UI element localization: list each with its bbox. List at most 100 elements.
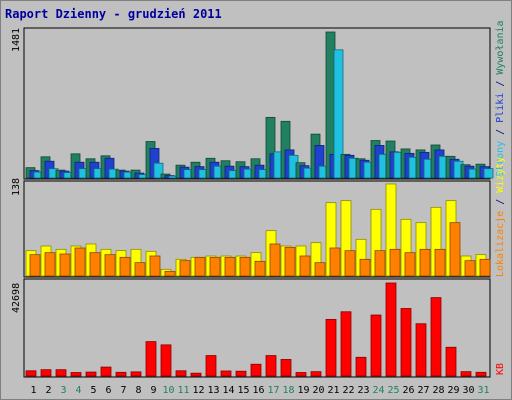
- bar-lokalizacje-day-2: [44, 252, 56, 277]
- x-tick-label-day-1: 1: [30, 385, 36, 396]
- x-tick-label-day-20: 20: [312, 385, 324, 396]
- x-tick-label-day-14: 14: [222, 385, 234, 396]
- x-tick-label-day-22: 22: [342, 385, 354, 396]
- bar-kb-day-9: [145, 341, 157, 377]
- bar-kb-day-8: [130, 371, 142, 377]
- bar-lokalizacje-day-6: [104, 254, 116, 277]
- bar-kb-day-16: [250, 363, 262, 377]
- bar-kb-day-15: [235, 370, 247, 377]
- x-tick-label-day-9: 9: [150, 385, 156, 396]
- x-tick-label-day-28: 28: [432, 385, 444, 396]
- bar-kb-day-10: [160, 344, 172, 377]
- bar-strony-day-31: [483, 168, 494, 179]
- y-max-label-middle: 138: [11, 178, 22, 196]
- bar-lokalizacje-day-25: [389, 248, 401, 277]
- bar-strony-day-21: [333, 49, 344, 179]
- x-tick-label-day-16: 16: [252, 385, 264, 396]
- x-tick-label-day-17: 17: [267, 385, 279, 396]
- x-tick-label-day-18: 18: [282, 385, 294, 396]
- bar-lokalizacje-day-22: [344, 250, 356, 277]
- x-tick-label-day-19: 19: [297, 385, 309, 396]
- bar-kb-day-30: [460, 371, 472, 377]
- bar-kb-day-26: [400, 308, 412, 377]
- bar-kb-day-5: [85, 371, 97, 377]
- bar-strony-day-9: [153, 162, 164, 179]
- bar-lokalizacje-day-7: [119, 256, 131, 277]
- y-max-label-bottom: 42698: [11, 283, 22, 313]
- x-tick-label-day-6: 6: [105, 385, 111, 396]
- bar-lokalizacje-day-11: [179, 260, 191, 277]
- x-tick-label-day-4: 4: [75, 385, 81, 396]
- x-tick-label-day-27: 27: [417, 385, 429, 396]
- x-tick-label-day-30: 30: [462, 385, 474, 396]
- bar-lokalizacje-day-4: [74, 247, 86, 277]
- bar-kb-day-1: [25, 370, 37, 377]
- legend-kb: KB: [495, 363, 506, 375]
- bar-kb-day-22: [340, 311, 352, 377]
- bar-kb-day-31: [475, 371, 487, 377]
- bar-kb-day-21: [325, 318, 337, 377]
- bar-kb-day-19: [295, 372, 307, 377]
- bar-lokalizacje-day-3: [59, 253, 71, 277]
- bar-kb-day-2: [40, 369, 52, 377]
- x-tick-label-day-12: 12: [192, 385, 204, 396]
- bar-kb-day-28: [430, 297, 442, 377]
- bar-kb-day-6: [100, 366, 112, 377]
- bar-lokalizacje-day-23: [359, 258, 371, 277]
- x-tick-label-day-7: 7: [120, 385, 126, 396]
- bar-kb-day-11: [175, 370, 187, 377]
- x-tick-label-day-23: 23: [357, 385, 369, 396]
- legend-wywolania: Wywołania: [495, 20, 506, 74]
- bar-lokalizacje-day-14: [224, 256, 236, 277]
- x-tick-label-day-11: 11: [177, 385, 189, 396]
- bar-lokalizacje-day-12: [194, 256, 206, 277]
- x-tick-label-day-5: 5: [90, 385, 96, 396]
- legend-middle: Lokalizacje / Wizyty: [495, 157, 506, 277]
- x-tick-label-day-24: 24: [372, 385, 384, 396]
- bar-lokalizacje-day-17: [269, 243, 281, 277]
- bar-lokalizacje-day-28: [434, 248, 446, 277]
- bar-kb-day-25: [385, 282, 397, 377]
- bar-lokalizacje-day-20: [314, 262, 326, 277]
- bar-kb-day-7: [115, 371, 127, 377]
- chart-title: Raport Dzienny - grudzień 2011: [5, 7, 222, 21]
- bar-lokalizacje-day-8: [134, 262, 146, 277]
- bar-kb-day-12: [190, 372, 202, 377]
- bar-kb-day-3: [55, 369, 67, 377]
- bar-lokalizacje-day-30: [464, 260, 476, 277]
- bar-lokalizacje-day-5: [89, 252, 101, 277]
- x-tick-label-day-29: 29: [447, 385, 459, 396]
- x-tick-label-day-3: 3: [60, 385, 66, 396]
- legend-top: Strony / Pliki / Wywołania: [495, 20, 506, 177]
- x-tick-label-day-8: 8: [135, 385, 141, 396]
- bar-lokalizacje-day-21: [329, 247, 341, 277]
- x-tick-label-day-21: 21: [327, 385, 339, 396]
- legend-wizyty: Wizyty: [495, 157, 506, 193]
- bar-kb-day-13: [205, 355, 217, 377]
- x-tick-label-day-31: 31: [477, 385, 489, 396]
- legend-lokalizacje: Lokalizacje: [495, 211, 506, 277]
- bar-kb-day-17: [265, 355, 277, 377]
- bar-kb-day-18: [280, 359, 292, 377]
- bar-kb-day-23: [355, 356, 367, 377]
- bar-lokalizacje-day-1: [29, 254, 41, 277]
- bar-kb-day-20: [310, 371, 322, 377]
- x-tick-label-day-25: 25: [387, 385, 399, 396]
- bar-lokalizacje-day-29: [449, 222, 461, 277]
- bar-lokalizacje-day-24: [374, 250, 386, 277]
- x-tick-label-day-2: 2: [45, 385, 51, 396]
- bar-lokalizacje-day-13: [209, 256, 221, 277]
- legend-pliki: Pliki: [495, 93, 506, 123]
- y-max-label-top: 1481: [11, 28, 22, 52]
- panel-kilobytes: [23, 278, 491, 378]
- bar-kb-day-14: [220, 370, 232, 377]
- bar-lokalizacje-day-27: [419, 248, 431, 277]
- bar-kb-day-27: [415, 323, 427, 377]
- bar-lokalizacje-day-31: [479, 258, 491, 277]
- x-tick-label-day-15: 15: [237, 385, 249, 396]
- bar-lokalizacje-day-26: [404, 252, 416, 277]
- bar-kb-day-29: [445, 346, 457, 377]
- bar-lokalizacje-day-10: [164, 270, 176, 277]
- bar-kb-day-24: [370, 314, 382, 377]
